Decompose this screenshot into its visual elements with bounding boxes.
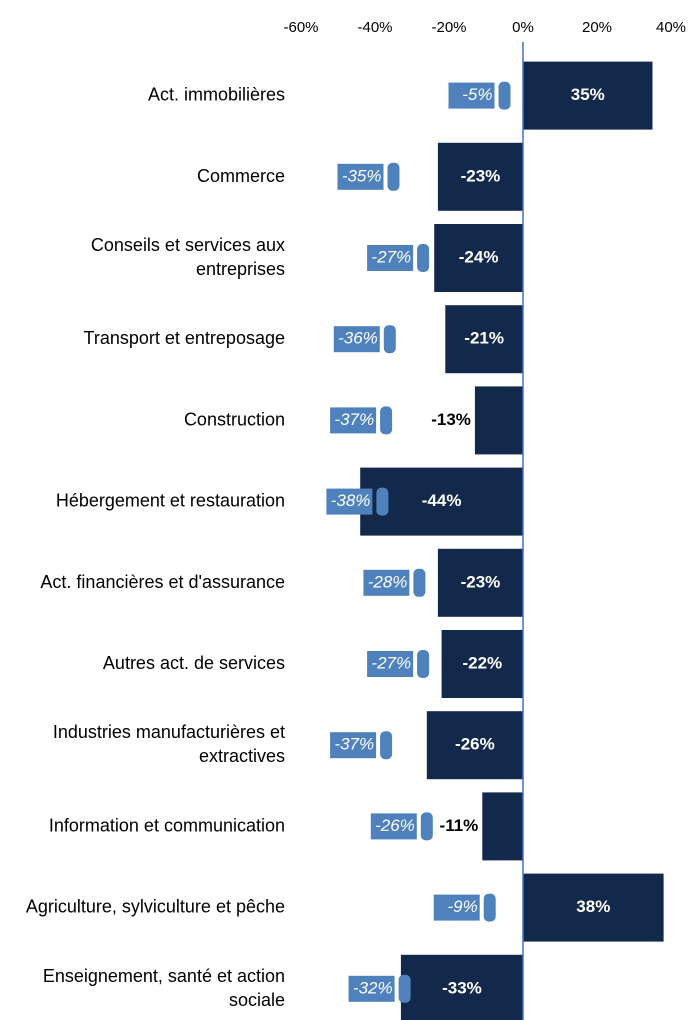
marker-label-box — [348, 975, 395, 1002]
bar-label: -22% — [462, 653, 502, 672]
category-line: sociale — [229, 990, 285, 1010]
category-line: Autres act. de services — [103, 653, 285, 673]
x-tick-label: 0% — [512, 19, 534, 36]
category-label: Conseils et services aux entreprises — [91, 235, 285, 279]
bar-label: 38% — [576, 897, 610, 916]
marker — [380, 406, 393, 435]
marker — [398, 974, 411, 1003]
marker-label: -28% — [368, 572, 408, 591]
bar-label: -23% — [461, 166, 501, 185]
category-label: Agriculture, sylviculture et pêche — [26, 896, 285, 916]
bar — [441, 630, 523, 698]
category-label: Act. immobilières — [148, 84, 285, 104]
bar-label: -11% — [440, 816, 479, 835]
bar — [482, 792, 523, 861]
bar — [523, 61, 653, 130]
category-line: entreprises — [196, 259, 285, 279]
marker-label-box — [363, 569, 410, 596]
bar — [426, 711, 523, 780]
category-line: extractives — [199, 746, 285, 766]
category-line: Industries manufacturières et — [53, 722, 285, 742]
marker — [380, 731, 393, 760]
category-line: Act. financières et d'assurance — [40, 572, 285, 592]
bar — [400, 954, 523, 1020]
marker-label: -37% — [334, 410, 374, 429]
bar-label: -13% — [431, 410, 471, 429]
category-line: Agriculture, sylviculture et pêche — [26, 896, 285, 916]
bar — [445, 305, 523, 374]
marker-label-box — [370, 813, 417, 840]
category-line: Conseils et services aux — [91, 235, 285, 255]
category-label: Commerce — [197, 166, 285, 186]
marker-label-box — [367, 651, 414, 677]
category-label: Information et communication — [49, 815, 285, 835]
marker-label: -27% — [371, 653, 411, 672]
marker-label: -27% — [371, 247, 411, 266]
marker-label: -36% — [338, 329, 378, 348]
category-line: Hébergement et restauration — [56, 490, 285, 510]
x-tick-label: 20% — [582, 19, 612, 36]
marker-label: -38% — [331, 491, 371, 510]
marker-label-box — [330, 407, 377, 434]
category-label: Transport et entreposage — [84, 328, 285, 348]
bar-label: -21% — [464, 329, 504, 348]
bar — [437, 142, 523, 211]
category-line: Transport et entreposage — [84, 328, 285, 348]
category-line: Commerce — [197, 166, 285, 186]
marker-label: -26% — [375, 816, 415, 835]
bar-label: -23% — [461, 572, 501, 591]
marker — [387, 162, 400, 191]
bar-label: 35% — [571, 85, 605, 104]
marker-label: -32% — [353, 978, 393, 997]
marker-label: -37% — [334, 735, 374, 754]
marker — [376, 487, 389, 516]
category-label: Hébergement et restauration — [56, 490, 285, 510]
bar — [474, 386, 523, 455]
bar-label: -24% — [459, 247, 499, 266]
bar — [434, 224, 523, 292]
category-line: Information et communication — [49, 815, 285, 835]
marker — [383, 325, 396, 354]
marker-label: -35% — [342, 166, 382, 185]
bar — [523, 873, 664, 942]
category-label: Enseignement, santé et action sociale — [43, 966, 285, 1010]
marker-label-box — [433, 894, 480, 921]
x-tick-label: 40% — [656, 19, 686, 36]
category-label: Construction — [184, 409, 285, 429]
marker — [498, 81, 511, 110]
marker-label: -9% — [447, 897, 477, 916]
marker-label-box — [337, 163, 384, 190]
x-tick-label: -20% — [431, 19, 466, 36]
bar-label: -33% — [442, 978, 482, 997]
marker-label: -5% — [462, 85, 492, 104]
marker — [420, 812, 433, 841]
category-label: Act. financières et d'assurance — [40, 572, 285, 592]
marker-label-box — [330, 732, 377, 759]
bar — [437, 548, 523, 617]
x-tick-label: -40% — [357, 19, 392, 36]
marker — [483, 893, 496, 922]
bar-label: -44% — [422, 491, 462, 510]
category-label: Industries manufacturières et extractives — [53, 722, 285, 766]
category-line: Construction — [184, 409, 285, 429]
marker-label-box — [448, 82, 495, 109]
x-tick-label: -60% — [283, 19, 318, 36]
marker — [417, 650, 430, 678]
category-line: Act. immobilières — [148, 84, 285, 104]
marker-label-box — [367, 245, 414, 271]
category-label: Autres act. de services — [103, 653, 285, 673]
bar-label: -26% — [455, 735, 495, 754]
marker-label-box — [326, 488, 373, 515]
category-line: Enseignement, santé et action — [43, 966, 285, 986]
marker — [417, 244, 430, 272]
marker-label-box — [333, 326, 380, 353]
marker — [413, 568, 426, 597]
